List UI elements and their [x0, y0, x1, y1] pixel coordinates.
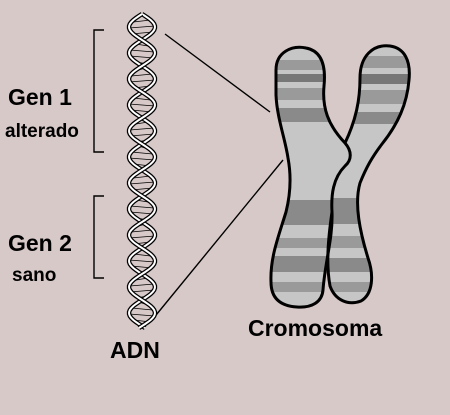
dna-base-pair [129, 205, 155, 209]
dna-base-pair [129, 235, 155, 239]
gene1-state: alterado [5, 121, 79, 142]
dna-base-pair [131, 307, 153, 311]
dna-base-pair [129, 127, 155, 131]
gene2-title: Gen 2 [8, 230, 72, 256]
chromosome-label: Cromosoma [248, 315, 383, 341]
dna-base-pair [129, 157, 155, 161]
dna-base-pair [129, 79, 155, 83]
gene2-bracket [93, 195, 104, 279]
zoom-lines [151, 33, 284, 321]
dna-base-pair [131, 229, 153, 233]
dna-base-pair [129, 49, 155, 53]
dna-base-pair [129, 283, 155, 287]
gene2-state: sano [12, 265, 57, 286]
dna-label: ADN [110, 337, 160, 363]
dna-base-pair [131, 151, 153, 155]
dna-base-pair [129, 313, 155, 317]
gene1-bracket [93, 29, 104, 153]
dna-base-pair [129, 103, 155, 107]
dna-helix [126, 12, 158, 330]
dna-base-pair [129, 259, 155, 263]
dna-base-pair [129, 181, 155, 185]
dna-base-pair [129, 25, 155, 29]
dna-base-pair [131, 73, 153, 77]
dna-strand [128, 13, 156, 329]
chromosome-shape [269, 44, 411, 309]
gene1-title: Gen 1 [8, 84, 72, 110]
